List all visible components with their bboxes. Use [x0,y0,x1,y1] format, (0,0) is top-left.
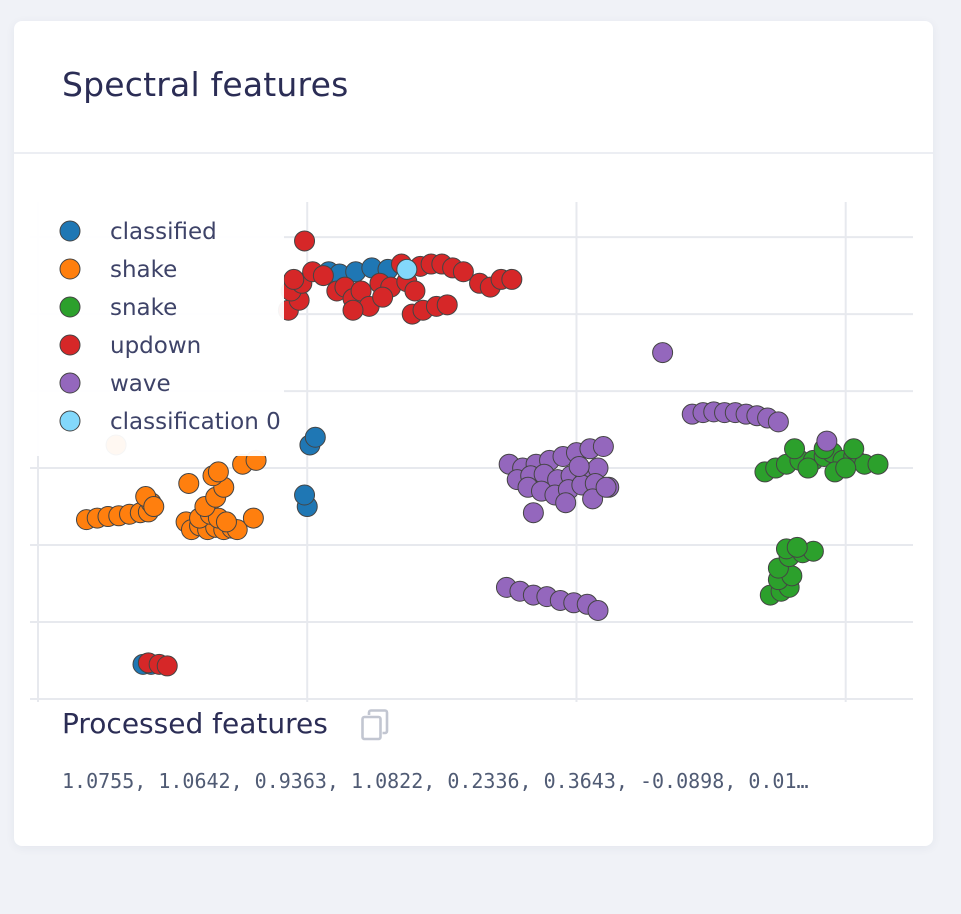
point-wave[interactable] [767,411,789,433]
legend-label-snake: snake [110,295,177,321]
legend-label-shake: shake [110,257,177,283]
legend-item-snake[interactable]: snake [59,295,177,321]
point-shake[interactable] [242,507,264,529]
legend-marker-classification-0 [59,410,81,432]
legend-item-classification-0[interactable]: classification 0 [59,409,281,435]
point-snake[interactable] [784,438,806,460]
point-wave[interactable] [568,456,590,478]
point-wave[interactable] [522,502,544,524]
point-updown[interactable] [294,230,316,252]
point-wave[interactable] [652,342,674,364]
point-wave[interactable] [595,476,617,498]
card-title: Spectral features [62,65,349,104]
point-snake[interactable] [786,536,808,558]
point-shake[interactable] [143,496,165,518]
scatter-plot[interactable]: classified shake snake updown wave classifica… [14,154,933,714]
point-shake[interactable] [215,511,237,533]
point-wave[interactable] [582,488,604,510]
legend-item-classified[interactable]: classified [59,219,217,245]
copy-icon[interactable] [361,709,391,743]
point-updown[interactable] [283,268,305,290]
point-updown[interactable] [156,655,178,677]
point-updown[interactable] [436,294,458,316]
legend: classified shake snake updown wave classifica… [59,219,281,435]
legend-marker-classified [59,220,81,242]
processed-features-values: 1.0755, 1.0642, 0.9363, 1.0822, 0.2336, … [62,769,809,793]
point-updown[interactable] [342,299,364,321]
point-updown[interactable] [452,261,474,283]
legend-marker-shake [59,258,81,280]
legend-marker-wave [59,372,81,394]
legend-background [14,194,284,456]
legend-label-wave: wave [110,371,171,397]
processed-features-title: Processed features [62,707,328,740]
point-snake[interactable] [797,457,819,479]
point-wave[interactable] [587,599,609,621]
point-classification-0[interactable] [396,258,418,280]
legend-item-shake[interactable]: shake [59,257,177,283]
point-classified[interactable] [304,426,326,448]
spectral-features-card: Spectral features classified shake snake up… [14,21,933,846]
card-header: Spectral features [14,21,933,154]
point-wave[interactable] [592,435,614,457]
point-snake[interactable] [843,438,865,460]
point-wave[interactable] [816,430,838,452]
point-shake[interactable] [207,461,229,483]
legend-marker-snake [59,296,81,318]
legend-item-updown[interactable]: updown [59,333,201,359]
legend-item-wave[interactable]: wave [59,371,171,397]
legend-label-updown: updown [110,333,201,359]
point-updown[interactable] [404,280,426,302]
point-classified[interactable] [294,484,316,506]
point-updown[interactable] [312,265,334,287]
legend-label-classification-0: classification 0 [110,409,281,435]
point-snake[interactable] [835,457,857,479]
point-updown[interactable] [372,286,394,308]
point-shake[interactable] [178,472,200,494]
legend-marker-updown [59,334,81,356]
point-wave[interactable] [555,492,577,514]
point-updown[interactable] [501,268,523,290]
point-snake[interactable] [867,453,889,475]
legend-label-classified: classified [110,219,217,245]
